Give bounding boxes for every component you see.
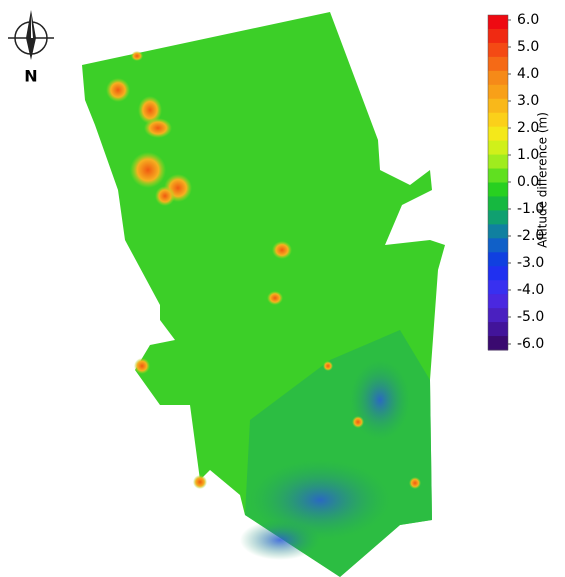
color-band [488, 15, 508, 29]
color-band [488, 322, 508, 336]
color-band [488, 336, 508, 350]
tick-label: 6.0 [517, 12, 539, 28]
color-band [488, 71, 508, 85]
color-band [488, 196, 508, 210]
color-band [488, 183, 508, 197]
survey-area [82, 12, 445, 577]
tick-label: -4.0 [517, 282, 544, 298]
color-band [488, 29, 508, 43]
compass [8, 10, 54, 60]
color-band [488, 210, 508, 224]
tick-label: -3.0 [517, 255, 544, 271]
tick-label: 4.0 [517, 66, 539, 82]
north-label: N [24, 67, 37, 86]
color-band [488, 169, 508, 183]
tick-label: -6.0 [517, 336, 544, 352]
color-band [488, 85, 508, 99]
tick-label: -5.0 [517, 309, 544, 325]
map-figure: N 6.05.04.03.02.01.00.0-1.0-2.0-3.0-4.0-… [0, 0, 565, 577]
color-band [488, 113, 508, 127]
color-band [488, 155, 508, 169]
color-band [488, 99, 508, 113]
color-band [488, 127, 508, 141]
color-band [488, 266, 508, 280]
color-band [488, 57, 508, 71]
tick-label: 3.0 [517, 93, 539, 109]
color-band [488, 238, 508, 252]
color-band [488, 252, 508, 266]
color-band [488, 141, 508, 155]
color-band [488, 280, 508, 294]
color-band [488, 308, 508, 322]
color-band [488, 43, 508, 57]
color-band [488, 294, 508, 308]
legend-title: Altitude difference (m) [536, 112, 550, 248]
tick-label: 5.0 [517, 39, 539, 55]
color-band [488, 224, 508, 238]
